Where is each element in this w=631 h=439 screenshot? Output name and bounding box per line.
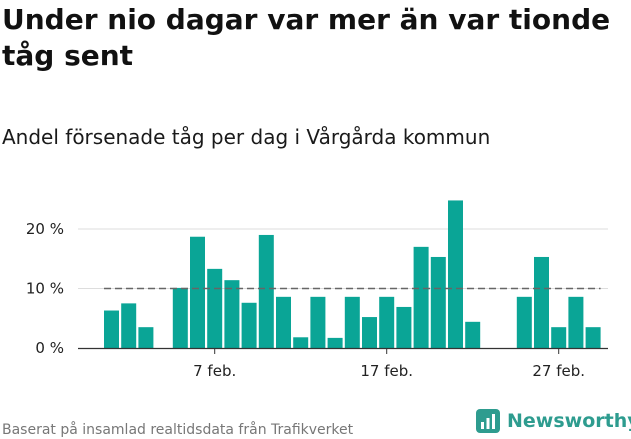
x-tick-label: 7 feb. xyxy=(193,362,236,380)
bar xyxy=(534,256,549,348)
y-tick-label: 20 % xyxy=(26,220,64,238)
bar xyxy=(551,327,567,348)
bar xyxy=(379,296,395,348)
bar xyxy=(430,256,446,348)
bar-chart-icon xyxy=(476,409,500,433)
bar xyxy=(516,296,532,348)
bar xyxy=(121,303,137,348)
bar xyxy=(362,317,377,348)
bar xyxy=(207,268,223,348)
bar xyxy=(344,296,360,348)
x-tick-label: 17 feb. xyxy=(360,362,413,380)
bar xyxy=(310,296,326,348)
brand-logo[interactable]: Newsworthy xyxy=(475,408,631,434)
bar xyxy=(276,296,291,348)
brand-name: Newsworthy xyxy=(507,410,631,432)
source-note: Baserat på insamlad realtidsdata från Tr… xyxy=(2,422,354,438)
y-tick-label: 10 % xyxy=(26,280,64,298)
bar xyxy=(293,337,309,348)
bar xyxy=(241,302,257,348)
bar xyxy=(568,296,584,348)
bar xyxy=(138,327,154,348)
bar xyxy=(413,246,429,348)
x-tick-label: 27 feb. xyxy=(532,362,585,380)
bar xyxy=(104,310,119,348)
y-tick-label: 0 % xyxy=(35,339,64,357)
bar xyxy=(327,337,343,348)
bar xyxy=(258,234,274,348)
chart-subtitle: Andel försenade tåg per dag i Vårgårda k… xyxy=(2,125,491,149)
bar xyxy=(448,200,463,348)
chart-title: Under nio dagar var mer än var tionde tå… xyxy=(2,3,611,72)
bar xyxy=(465,321,481,348)
bar xyxy=(190,236,205,348)
bar xyxy=(224,280,240,348)
bar xyxy=(585,327,601,348)
bar xyxy=(172,287,188,348)
bar xyxy=(396,306,412,348)
